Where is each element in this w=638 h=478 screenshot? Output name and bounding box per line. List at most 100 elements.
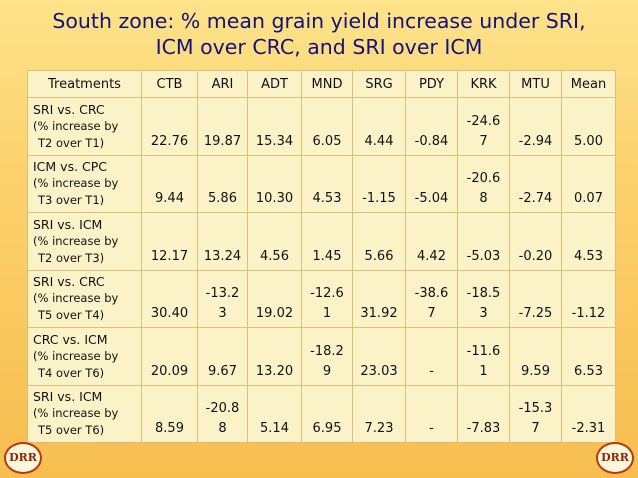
cell-adt: 4.56 bbox=[247, 212, 302, 271]
cell-mnd: 4.53 bbox=[301, 154, 353, 213]
cell-pdy: -0.84 bbox=[405, 97, 458, 156]
cell-krk: -7.83 bbox=[457, 384, 510, 443]
cell-ctb: 30.40 bbox=[141, 269, 198, 328]
cell-mtu: -7.25 bbox=[509, 269, 562, 328]
cell-mean: 5.00 bbox=[561, 97, 616, 156]
title-line-1: South zone: % mean grain yield increase … bbox=[52, 9, 586, 33]
treatment-name: SRI vs. CRC bbox=[33, 274, 105, 289]
header-mtu: MTU bbox=[509, 70, 562, 98]
header-krk: KRK bbox=[457, 70, 510, 98]
treatment-name: SRI vs. ICM bbox=[33, 389, 103, 404]
cell-krk: -18.5 3 bbox=[457, 269, 510, 328]
table-row: CRC vs. ICM (% increase by T4 over T6) 20.0… bbox=[27, 327, 616, 386]
header-ctb: CTB bbox=[141, 70, 198, 98]
treatment-desc-2: T5 over T4) bbox=[38, 308, 105, 322]
treatment-desc-1: (% increase by bbox=[33, 176, 119, 190]
cell-pdy: - bbox=[405, 327, 458, 386]
treatment-desc-2: T5 over T6) bbox=[38, 423, 105, 437]
cell-mean: 0.07 bbox=[561, 154, 616, 213]
cell-ctb: 8.59 bbox=[141, 384, 198, 443]
treatment-desc-1: (% increase by bbox=[33, 406, 119, 420]
treatment-desc-2: T2 over T3) bbox=[38, 250, 105, 265]
drr-logo-left: DRR bbox=[4, 442, 42, 474]
cell-mnd: 6.05 bbox=[301, 97, 353, 156]
cell-mtu: 9.59 bbox=[509, 327, 562, 386]
cell-adt: 19.02 bbox=[247, 269, 302, 328]
cell-krk: -5.03 bbox=[457, 212, 510, 271]
treatment-label: SRI vs. CRC (% increase by T2 over T1) bbox=[27, 97, 142, 156]
cell-pdy: -5.04 bbox=[405, 154, 458, 213]
cell-mean: -1.12 bbox=[561, 269, 616, 328]
treatment-desc-1: (% increase by bbox=[33, 291, 119, 305]
table-row: SRI vs. CRC (% increase by T5 over T4) 30.4… bbox=[27, 269, 616, 328]
cell-ari: 5.86 bbox=[197, 154, 248, 213]
treatment-desc-2: T2 over T1) bbox=[38, 135, 105, 150]
header-pdy: PDY bbox=[405, 70, 458, 98]
cell-mean: 6.53 bbox=[561, 327, 616, 386]
treatment-desc-2: T3 over T1) bbox=[38, 193, 105, 207]
treatment-label: SRI vs. ICM (% increase by T2 over T3) bbox=[27, 212, 142, 271]
cell-krk: -20.6 8 bbox=[457, 154, 510, 213]
cell-ari: 13.24 bbox=[197, 212, 248, 271]
cell-srg: 4.44 bbox=[352, 97, 406, 156]
header-mean: Mean bbox=[561, 70, 616, 98]
slide-title: South zone: % mean grain yield increase … bbox=[0, 8, 638, 60]
cell-ari: -20.8 8 bbox=[197, 384, 248, 443]
cell-adt: 15.34 bbox=[247, 97, 302, 156]
treatment-desc-2: T4 over T6) bbox=[38, 365, 105, 380]
treatment-desc-1: (% increase by bbox=[33, 118, 119, 133]
cell-mtu: -2.74 bbox=[509, 154, 562, 213]
header-row: Treatments CTB ARI ADT MND SRG PDY KRK MTU Mean bbox=[27, 70, 616, 98]
cell-mnd: -18.2 9 bbox=[301, 327, 353, 386]
table-row: SRI vs. ICM (% increase by T5 over T6) 8.59… bbox=[27, 384, 616, 443]
treatment-label: CRC vs. ICM (% increase by T4 over T6) bbox=[27, 327, 142, 386]
cell-ctb: 20.09 bbox=[141, 327, 198, 386]
header-ari: ARI bbox=[197, 70, 248, 98]
cell-srg: 7.23 bbox=[352, 384, 406, 443]
treatment-desc-1: (% increase by bbox=[33, 348, 119, 363]
treatment-name: SRI vs. ICM bbox=[33, 216, 103, 232]
cell-pdy: -38.6 7 bbox=[405, 269, 458, 328]
treatment-label: SRI vs. CRC (% increase by T5 over T4) bbox=[27, 269, 142, 328]
cell-ctb: 12.17 bbox=[141, 212, 198, 271]
cell-mean: 4.53 bbox=[561, 212, 616, 271]
cell-mtu: -2.94 bbox=[509, 97, 562, 156]
treatment-name: SRI vs. CRC bbox=[33, 101, 105, 117]
cell-srg: 23.03 bbox=[352, 327, 406, 386]
cell-adt: 5.14 bbox=[247, 384, 302, 443]
cell-ctb: 22.76 bbox=[141, 97, 198, 156]
treatment-name: ICM vs. CPC bbox=[33, 159, 108, 174]
cell-ari: 9.67 bbox=[197, 327, 248, 386]
treatment-desc-1: (% increase by bbox=[33, 233, 119, 248]
cell-adt: 10.30 bbox=[247, 154, 302, 213]
header-srg: SRG bbox=[352, 70, 406, 98]
header-mnd: MND bbox=[301, 70, 353, 98]
drr-logo-right: DRR bbox=[596, 442, 634, 474]
cell-pdy: 4.42 bbox=[405, 212, 458, 271]
cell-ctb: 9.44 bbox=[141, 154, 198, 213]
cell-adt: 13.20 bbox=[247, 327, 302, 386]
cell-krk: -24.6 7 bbox=[457, 97, 510, 156]
cell-ari: -13.2 3 bbox=[197, 269, 248, 328]
cell-srg: 5.66 bbox=[352, 212, 406, 271]
header-adt: ADT bbox=[247, 70, 302, 98]
treatment-label: ICM vs. CPC (% increase by T3 over T1) bbox=[27, 154, 142, 213]
yield-table: Treatments CTB ARI ADT MND SRG PDY KRK MTU Mean S… bbox=[27, 70, 616, 443]
cell-mean: -2.31 bbox=[561, 384, 616, 443]
cell-srg: -1.15 bbox=[352, 154, 406, 213]
cell-mtu: -0.20 bbox=[509, 212, 562, 271]
cell-ari: 19.87 bbox=[197, 97, 248, 156]
cell-mnd: 1.45 bbox=[301, 212, 353, 271]
cell-srg: 31.92 bbox=[352, 269, 406, 328]
header-treatments: Treatments bbox=[27, 70, 142, 98]
title-line-2: ICM over CRC, and SRI over ICM bbox=[155, 35, 483, 59]
cell-pdy: - bbox=[405, 384, 458, 443]
treatment-name: CRC vs. ICM bbox=[33, 331, 108, 347]
table-row: SRI vs. ICM (% increase by T2 over T3) 12.1… bbox=[27, 212, 616, 271]
table-row: SRI vs. CRC (% increase by T2 over T1) 22.7… bbox=[27, 97, 616, 156]
cell-mnd: 6.95 bbox=[301, 384, 353, 443]
treatment-label: SRI vs. ICM (% increase by T5 over T6) bbox=[27, 384, 142, 443]
cell-krk: -11.6 1 bbox=[457, 327, 510, 386]
cell-mnd: -12.6 1 bbox=[301, 269, 353, 328]
cell-mtu: -15.3 7 bbox=[509, 384, 562, 443]
